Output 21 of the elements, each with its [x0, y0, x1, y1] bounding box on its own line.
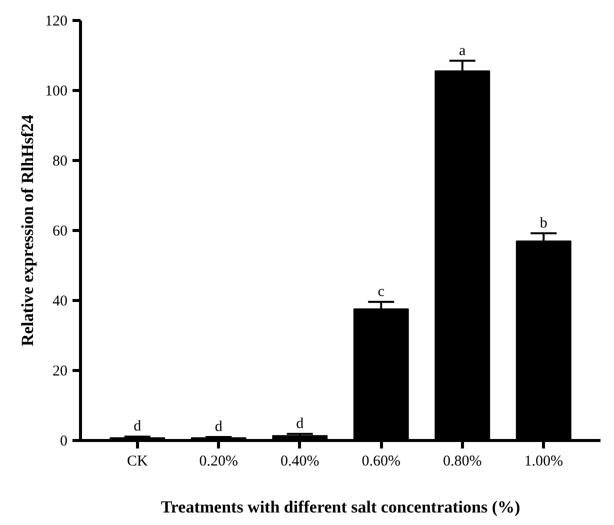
annotation: c — [378, 284, 385, 300]
y-axis-title: Relative expression of RlhHsf24 — [18, 114, 37, 346]
annotation: d — [214, 419, 223, 435]
y-tick-label: 20 — [52, 364, 68, 380]
y-tick-label: 40 — [52, 294, 68, 310]
y-tick-label: 100 — [45, 84, 68, 100]
annotation: a — [459, 42, 466, 59]
x-tick-label: 0.80% — [443, 454, 482, 470]
x-axis-title: Treatments with different salt concentrations (%) — [160, 498, 520, 516]
x-tick-label: 0.20% — [199, 454, 238, 470]
x-tick-label: 0.60% — [362, 454, 400, 470]
annotation: b — [540, 215, 548, 232]
x-tick-label: 0.40% — [280, 454, 320, 470]
y-tick-label: 60 — [52, 224, 68, 240]
x-tick-label: CK — [126, 454, 148, 470]
y-tick-label: 120 — [45, 14, 68, 30]
annotation: d — [134, 418, 142, 435]
annotation: d — [296, 416, 304, 432]
y-tick-label: 0 — [60, 434, 68, 450]
x-tick-label: 1.00% — [524, 454, 563, 470]
y-tick-label: 80 — [52, 154, 68, 170]
